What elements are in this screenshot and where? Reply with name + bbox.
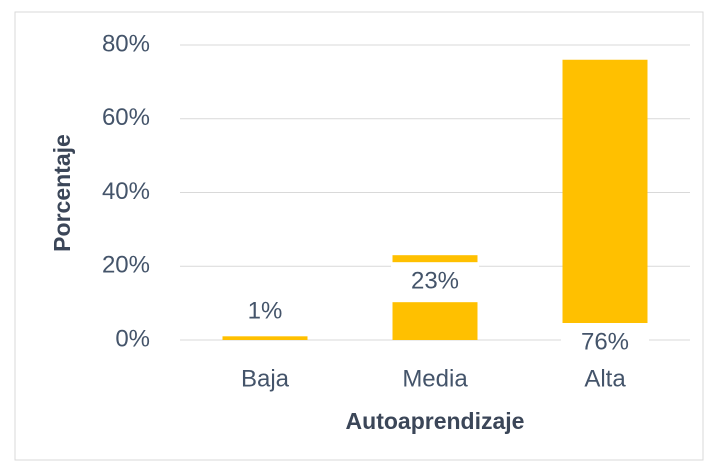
y-tick-label: 80% [102, 30, 150, 57]
data-label: 23% [411, 268, 459, 295]
data-label: 76% [581, 328, 629, 355]
y-tick-label: 40% [102, 178, 150, 205]
x-axis-title: Autoaprendizaje [346, 408, 525, 434]
bar [562, 59, 648, 340]
y-tick-label: 20% [102, 252, 150, 279]
data-label-background [391, 262, 479, 303]
x-tick-label: Media [402, 365, 468, 392]
bar [222, 336, 308, 340]
x-tick-label: Baja [241, 365, 290, 392]
data-label-background [561, 323, 649, 363]
y-tick-label: 60% [102, 104, 150, 131]
data-label: 1% [248, 298, 283, 325]
y-tick-label: 0% [115, 325, 150, 352]
x-tick-label: Alta [584, 365, 626, 392]
y-axis-title: Porcentaje [49, 134, 75, 252]
